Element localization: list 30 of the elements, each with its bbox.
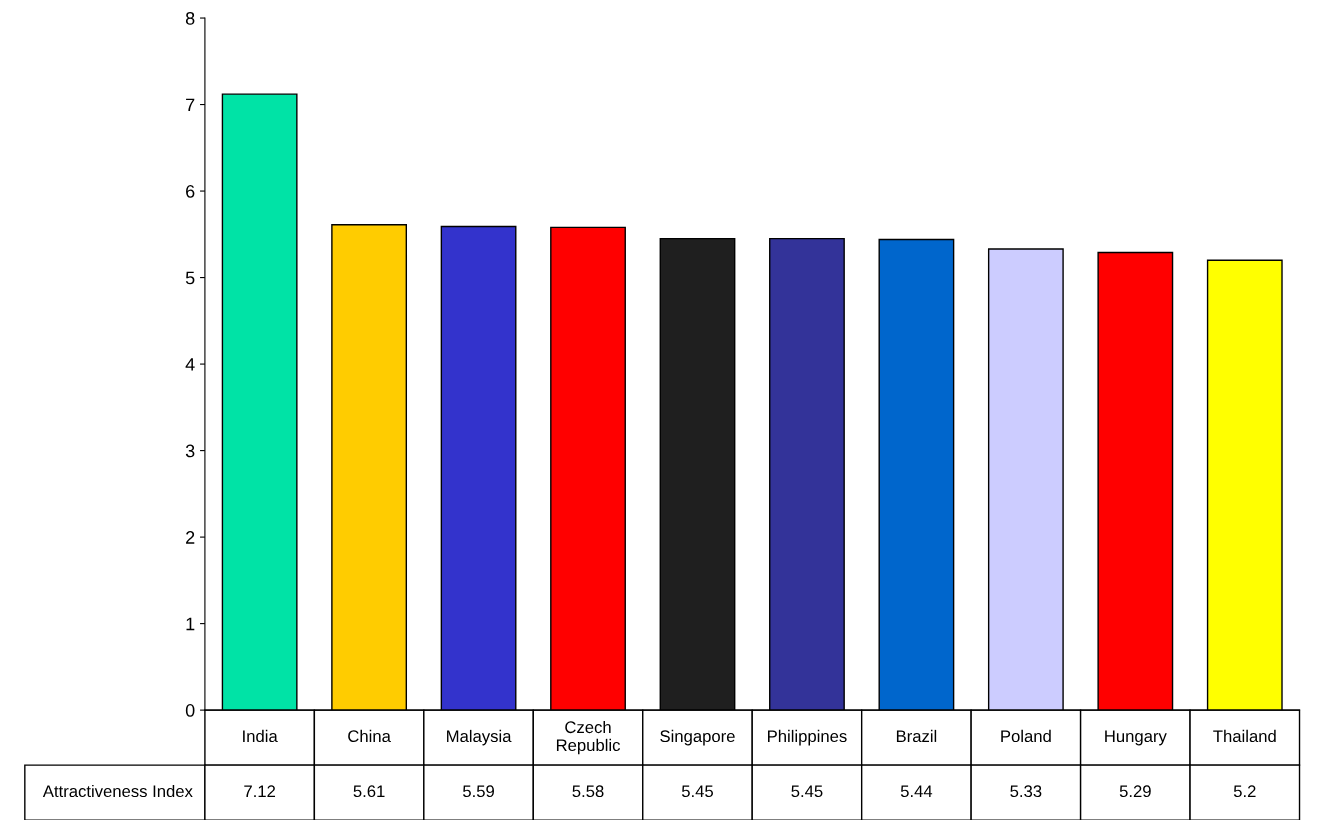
x-tick-label: Singapore xyxy=(660,729,735,746)
y-tick-label: 6 xyxy=(186,184,195,198)
y-tick-label: 7 xyxy=(186,98,195,112)
x-tick-label: Philippines xyxy=(768,729,847,746)
data-label: 5.45 xyxy=(681,785,714,798)
x-tick-label: Poland xyxy=(1001,729,1051,743)
data-label: 5.61 xyxy=(353,785,385,798)
text: Attractiveness Index xyxy=(42,784,193,798)
x-tick-label: Hungary xyxy=(1105,730,1167,746)
data-label: 5.58 xyxy=(572,785,604,798)
x-tick-label: Thailand xyxy=(1213,729,1276,743)
y-tick-label: 3 xyxy=(185,444,195,458)
y-tick-label: 1 xyxy=(186,617,195,631)
data-label: 5.45 xyxy=(791,785,823,798)
x-tick-label: China xyxy=(348,729,391,743)
y-tick-label: 4 xyxy=(185,358,195,371)
x-tick-label: Brazil xyxy=(896,729,937,743)
data-label: 5.29 xyxy=(1119,785,1151,798)
y-tick-label: 5 xyxy=(185,271,195,285)
y-tick-label: 0 xyxy=(185,704,195,717)
data-label: 5.44 xyxy=(900,785,933,798)
data-label: 7.12 xyxy=(244,785,276,797)
x-tick-label: Malaysia xyxy=(447,729,512,746)
y-tick-label: 2 xyxy=(186,531,195,544)
y-tick-label: 8 xyxy=(185,11,195,25)
x-tick-label: India xyxy=(243,729,278,743)
data-label: 5.33 xyxy=(1010,785,1042,798)
data-label: 5.59 xyxy=(463,785,494,798)
data-label: 5.2 xyxy=(1233,785,1256,798)
x-tick-label: Czech Republic xyxy=(556,720,621,755)
